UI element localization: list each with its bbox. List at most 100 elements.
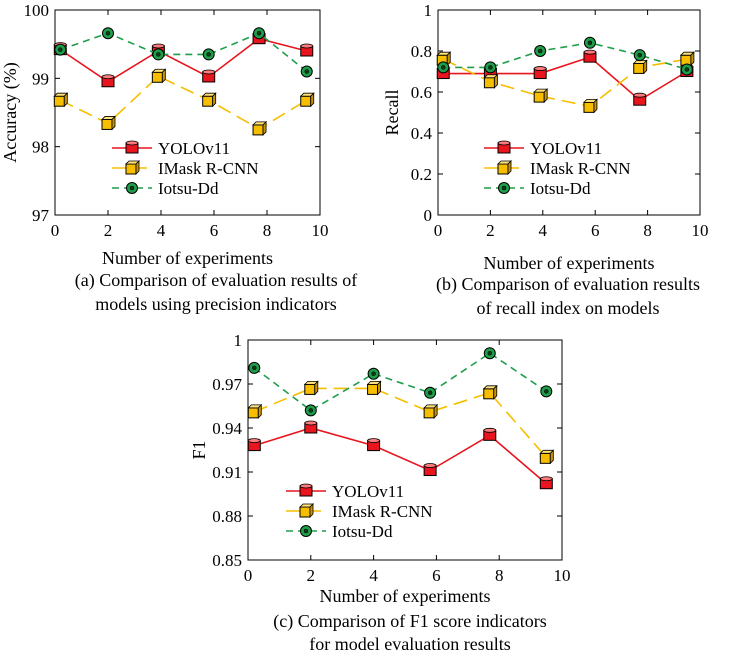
x-tick-label-b-0: 0	[434, 221, 443, 240]
y-tick-label-b-1: 0.2	[411, 165, 432, 184]
legend-label-b-1: IMask R-CNN	[530, 159, 631, 178]
marker-b-1-1-front	[483, 77, 495, 89]
legend-marker-c-1	[299, 503, 314, 518]
legend-marker-shape-c-2-inner	[303, 528, 309, 534]
data-point-b-1-4	[632, 59, 648, 75]
x-tick-label-a-2: 4	[157, 221, 166, 240]
x-tick-label-b-1: 2	[486, 221, 495, 240]
data-point-a-1-5	[299, 92, 315, 108]
marker-b-0-2-cap	[533, 66, 547, 71]
data-point-c-1-1	[303, 380, 319, 396]
legend-marker-shape-c-0-cap	[299, 483, 313, 489]
x-tick-label-c-5: 10	[554, 566, 571, 585]
marker-a-2-5-inner	[304, 69, 309, 74]
caption-c-line-1: for model evaluation results	[309, 634, 510, 653]
marker-c-2-2-inner	[371, 371, 376, 376]
y-tick-label-c-5: 1	[234, 331, 243, 350]
marker-b-2-2-inner	[537, 48, 543, 54]
marker-c-2-1-inner	[308, 408, 314, 413]
marker-c-1-3-side	[433, 403, 438, 419]
data-point-c-1-2	[366, 380, 382, 396]
marker-b-1-0-side	[446, 51, 451, 67]
marker-a-1-5-side	[310, 92, 315, 108]
marker-b-2-4-inner	[637, 52, 642, 58]
marker-b-1-2-front	[533, 91, 545, 103]
legend-marker-shape-a-2-inner	[129, 185, 135, 191]
marker-b-2-0-inner	[440, 65, 446, 70]
marker-a-0-5-cap	[300, 43, 314, 49]
legend-marker-a-1	[125, 160, 140, 175]
legend-label-b-0: YOLOv11	[530, 139, 602, 158]
data-point-b-2-5	[680, 63, 693, 76]
data-point-a-2-4	[253, 27, 266, 40]
marker-b-1-5-side	[690, 51, 695, 67]
data-point-b-2-4	[633, 49, 646, 62]
legend-marker-shape-c-1-side	[309, 503, 314, 518]
marker-c-1-0-side	[257, 403, 262, 419]
x-axis-title-a: Number of experiments	[102, 248, 273, 268]
marker-b-2-3-inner	[587, 40, 593, 46]
marker-c-1-2-front	[367, 383, 379, 395]
data-point-b-2-2	[534, 45, 547, 57]
y-tick-label-a-1: 98	[32, 138, 49, 157]
legend-marker-c-2	[300, 525, 312, 537]
caption-a-line-0: (a) Comparison of evaluation results of	[75, 270, 357, 291]
marker-a-2-1-inner	[105, 30, 111, 36]
data-point-c-0-1	[304, 420, 318, 434]
legend-marker-c-0	[299, 483, 313, 497]
x-tick-label-a-4: 8	[263, 221, 272, 240]
data-point-b-0-2	[533, 66, 547, 80]
marker-c-0-2-cap	[367, 438, 381, 444]
data-point-c-0-0	[247, 438, 261, 452]
y-tick-label-b-2: 0.4	[411, 124, 433, 143]
data-point-b-2-0	[437, 61, 450, 74]
data-point-c-2-1	[304, 404, 317, 417]
series-line-a-2	[60, 32, 308, 73]
series-line-c-2	[253, 352, 547, 412]
marker-c-0-5-cap	[539, 476, 553, 482]
legend-marker-shape-b-0-cap	[497, 140, 511, 146]
marker-a-1-1-side	[111, 115, 116, 131]
plot-frame-c	[247, 339, 563, 561]
marker-b-1-2-side	[543, 88, 548, 104]
data-point-c-2-2	[367, 367, 380, 380]
marker-b-0-3-cap	[583, 49, 597, 55]
data-point-a-1-0	[53, 92, 69, 108]
marker-c-1-5-front	[539, 452, 551, 464]
marker-a-0-2-cap	[151, 43, 165, 49]
marker-a-1-0-front	[53, 95, 65, 107]
plot-frame-b	[437, 9, 701, 216]
x-axis-title-b: Number of experiments	[484, 253, 655, 273]
data-point-c-1-5	[539, 449, 555, 465]
marker-b-2-5-inner	[684, 67, 690, 72]
y-tick-label-c-4: 0.97	[212, 375, 242, 394]
legend-label-a-2: Iotsu-Dd	[158, 179, 219, 198]
data-point-c-2-4	[483, 347, 496, 360]
x-tick-label-b-4: 8	[643, 221, 652, 240]
marker-c-1-4-front	[483, 388, 495, 400]
legend-marker-shape-a-0-cap	[125, 140, 139, 146]
marker-b-0-4-cap	[633, 92, 647, 98]
series-line-c-1	[253, 387, 547, 458]
series-line-c-0	[254, 427, 547, 485]
marker-b-1-3-front	[583, 101, 595, 113]
legend-marker-shape-a-1-side	[135, 160, 140, 175]
data-point-b-1-3	[582, 98, 598, 114]
data-point-b-1-2	[533, 88, 549, 104]
data-point-c-1-4	[482, 384, 498, 400]
marker-a-1-2-front	[151, 71, 163, 83]
marker-a-1-3-front	[202, 95, 214, 107]
marker-c-2-0-inner	[252, 365, 257, 371]
marker-a-0-1-cap	[101, 74, 115, 80]
data-point-a-2-5	[300, 65, 313, 78]
y-tick-label-c-0: 0.85	[212, 551, 242, 570]
marker-b-1-4-side	[643, 59, 648, 75]
y-axis-title-a: Accuracy (%)	[0, 62, 21, 162]
marker-c-1-2-side	[377, 380, 381, 396]
y-axis-title-c: F1	[189, 440, 209, 459]
y-tick-label-b-5: 1	[424, 1, 433, 20]
marker-c-2-5-inner	[544, 389, 549, 394]
data-point-c-0-4	[483, 427, 497, 441]
marker-a-0-3-cap	[202, 69, 216, 75]
